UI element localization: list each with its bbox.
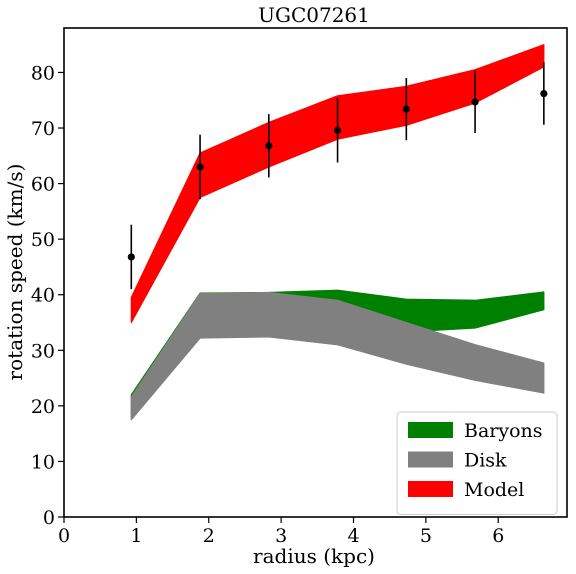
x-tick-label: 0	[58, 525, 70, 547]
y-tick-label: 70	[31, 118, 55, 140]
x-tick-label: 5	[420, 525, 432, 547]
axes-frame	[63, 27, 568, 518]
y-tick-label: 80	[31, 62, 55, 84]
legend-swatch-disk	[408, 451, 453, 468]
legend-swatch-model	[408, 481, 453, 497]
disk-band	[130, 291, 545, 421]
data-point	[471, 98, 479, 106]
data-point	[402, 105, 410, 113]
y-tick-label: 60	[31, 174, 55, 196]
legend-label-baryons: Baryons	[464, 420, 543, 442]
legend-label-model: Model	[464, 479, 524, 501]
x-tick-label: 6	[492, 525, 504, 547]
model-band	[130, 44, 545, 324]
data-point	[540, 89, 548, 98]
y-tick-label: 50	[31, 229, 55, 251]
y-tick-label: 40	[31, 285, 55, 307]
x-axis-label: radius (kpc)	[253, 544, 375, 568]
chart-title: UGC07261	[258, 3, 370, 27]
y-tick-label: 10	[31, 451, 55, 473]
x-tick-label: 1	[130, 525, 142, 547]
x-tick-label: 4	[347, 525, 359, 547]
y-tick-label: 20	[31, 396, 55, 418]
legend: Baryons Disk Model	[396, 411, 558, 515]
x-axis-ticks: 0 1 2 3 4 5 6	[58, 517, 504, 547]
data-point	[196, 163, 204, 171]
legend-label-disk: Disk	[464, 450, 507, 472]
y-axis-ticks: 0 10 20 30 40 50 60 70 80	[31, 62, 64, 529]
y-axis-label: rotation speed (km/s)	[3, 164, 27, 381]
legend-swatch-baryons	[408, 422, 453, 438]
plot-area	[63, 27, 568, 518]
x-tick-label: 3	[275, 525, 287, 547]
y-tick-label: 30	[31, 340, 55, 362]
data-point	[127, 253, 135, 261]
data-point	[333, 126, 342, 134]
x-tick-label: 2	[203, 525, 215, 547]
data-point	[265, 142, 273, 150]
y-tick-label: 0	[43, 507, 55, 529]
